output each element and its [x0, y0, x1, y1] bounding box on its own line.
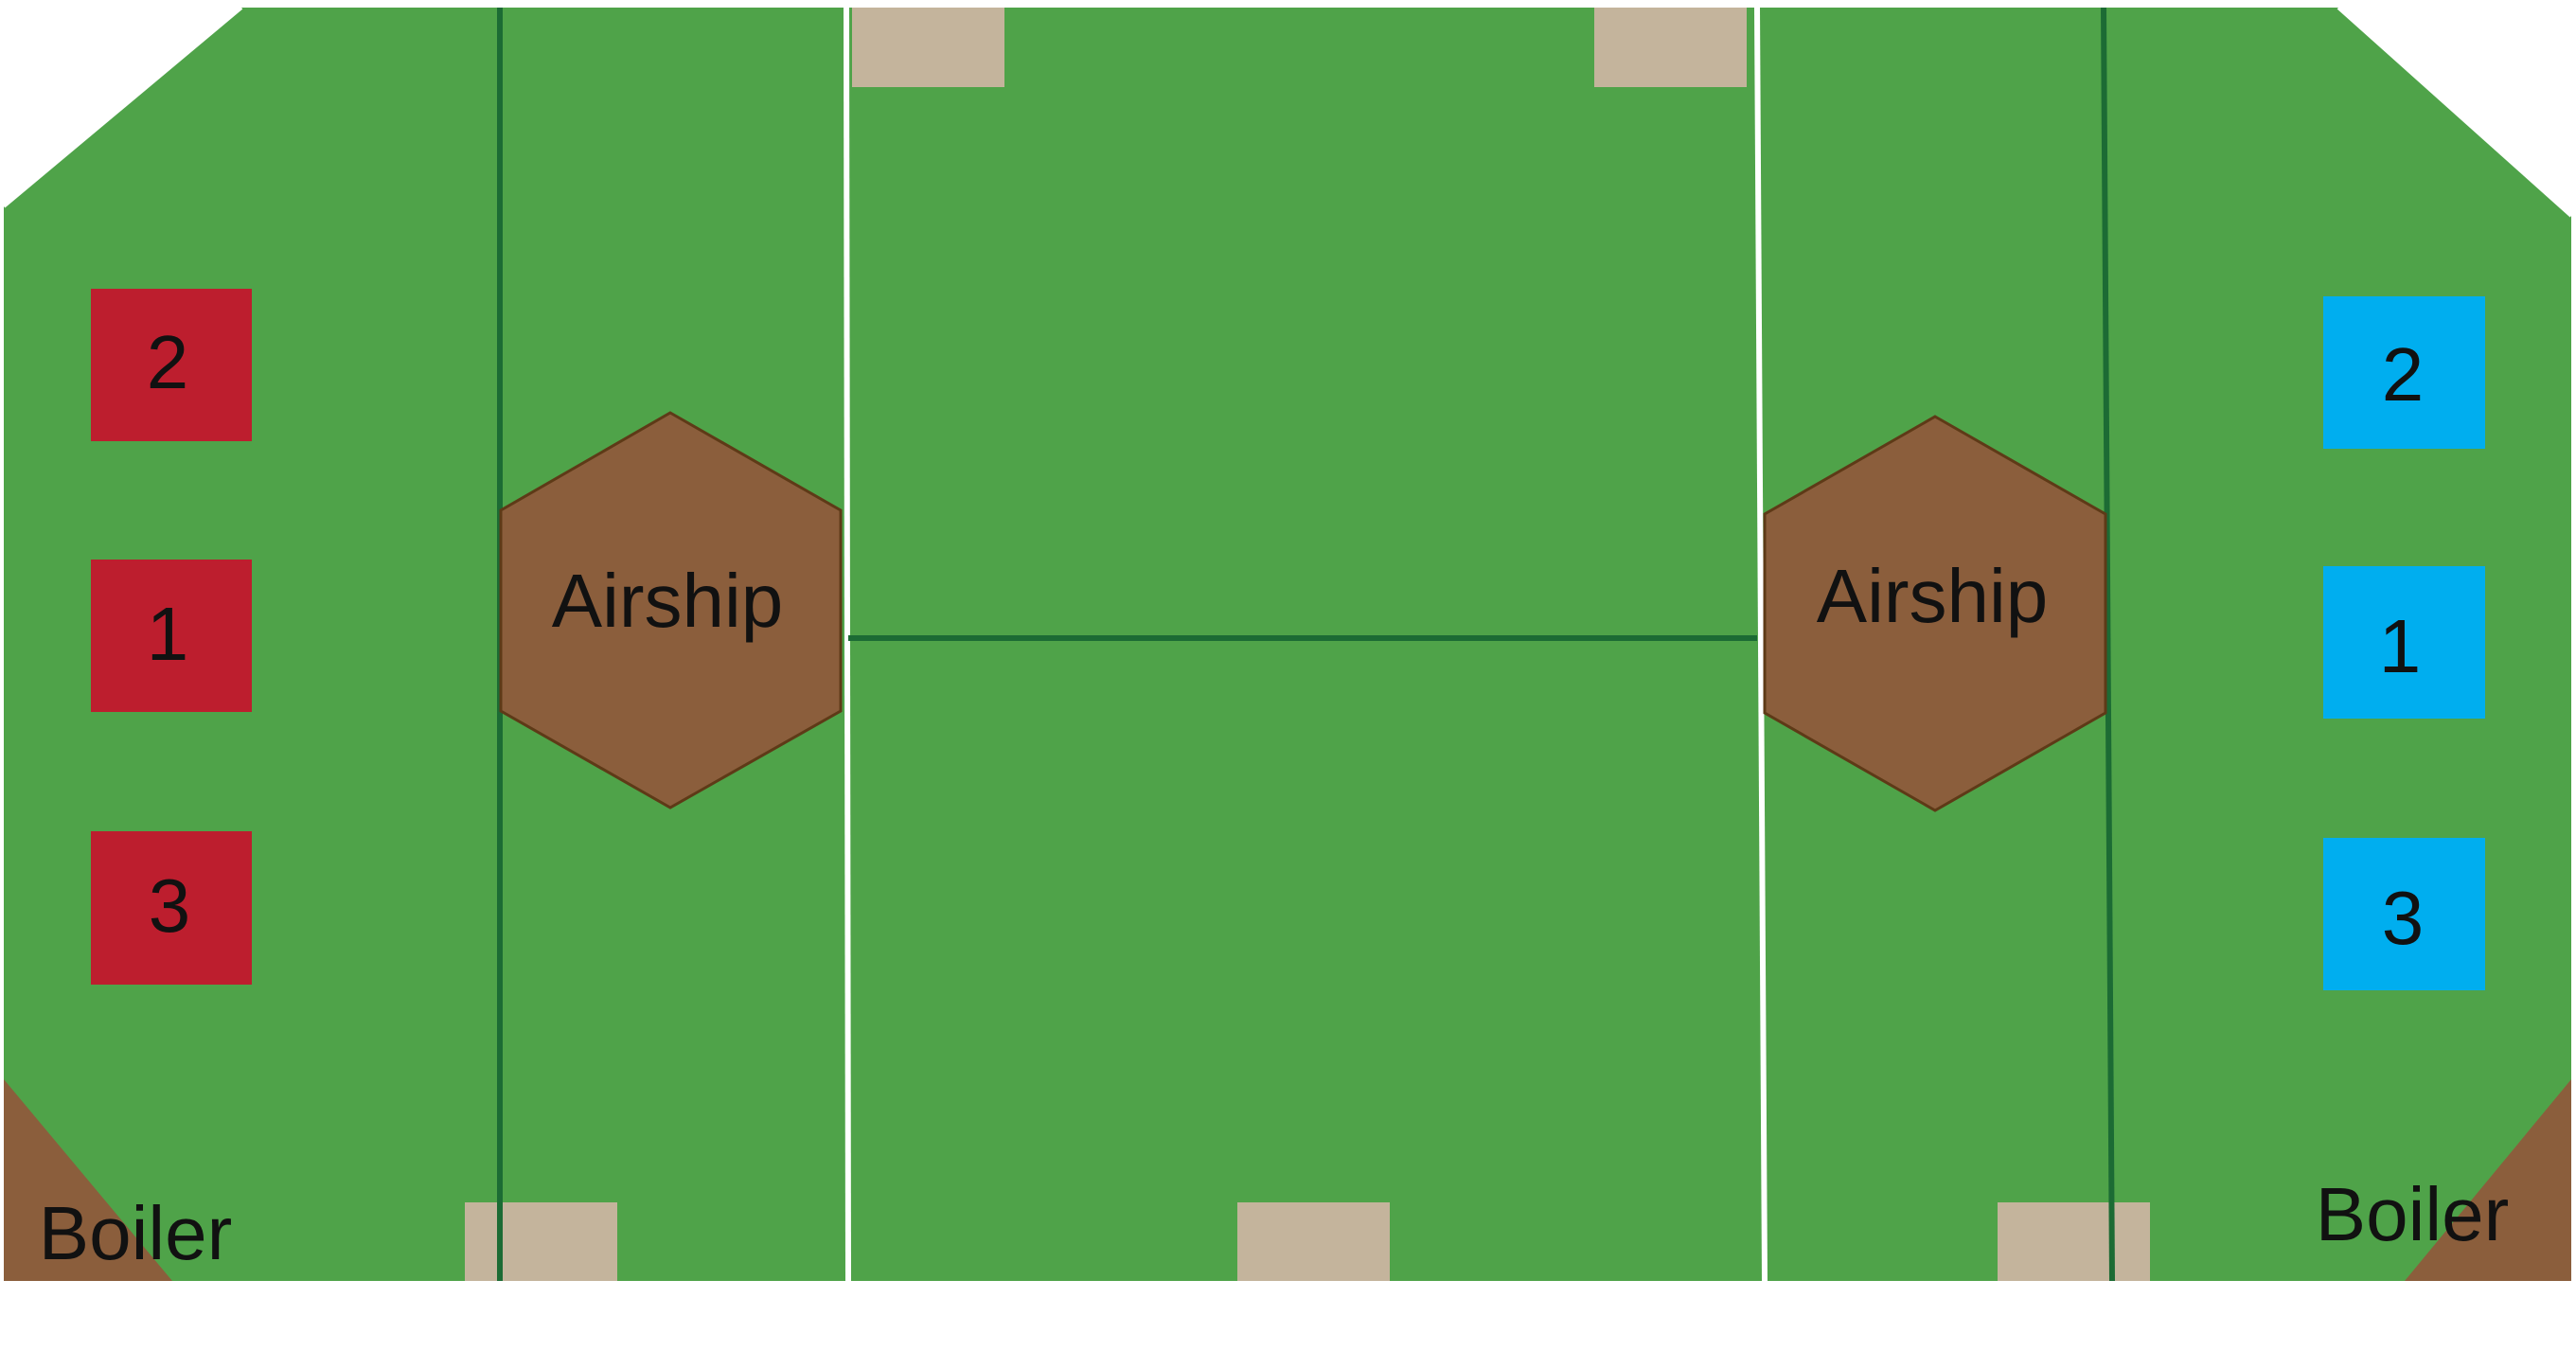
right-auto-line: [2101, 7, 2115, 1282]
blue-station-number: 2: [2382, 332, 2425, 417]
top-left-pad: [852, 8, 1004, 87]
field-surface: [4, 8, 2571, 1281]
right-corner-line: [2336, 6, 2573, 218]
red-station-number: 2: [147, 320, 189, 404]
top-right-pad: [1594, 8, 1747, 87]
blue-station: 3: [2323, 838, 2485, 990]
right-airship: [1763, 415, 2107, 812]
right-airship-label: Airship: [1817, 554, 2049, 638]
left-white-line: [844, 7, 851, 1282]
bottom-left-pad: [465, 1202, 617, 1281]
blue-station: 2: [2323, 296, 2485, 449]
left-boiler: [4, 1079, 172, 1281]
red-station-box: [91, 831, 252, 985]
red-station-number: 1: [147, 592, 189, 676]
blue-station-number: 3: [2382, 876, 2425, 960]
blue-station-number: 1: [2379, 604, 2422, 688]
red-station-group: 2 1 3: [91, 289, 252, 985]
blue-station-group: 2 1 3: [2323, 296, 2485, 990]
blue-station-box: [2323, 296, 2485, 449]
red-station-box: [91, 560, 252, 712]
red-station: 1: [91, 560, 252, 712]
right-boiler: [2405, 1079, 2571, 1281]
left-boiler-label: Boiler: [39, 1191, 233, 1275]
bottom-center-pad: [1237, 1202, 1390, 1281]
blue-station-box: [2323, 566, 2485, 719]
red-station: 3: [91, 831, 252, 985]
bottom-right-pad: [1998, 1202, 2150, 1281]
right-white-line: [1754, 7, 1768, 1282]
blue-station-box: [2323, 838, 2485, 990]
left-airship: [499, 411, 843, 809]
left-corner-line: [2, 6, 243, 208]
red-station-box: [91, 289, 252, 441]
right-boiler-label: Boiler: [2316, 1172, 2510, 1256]
red-station-number: 3: [149, 863, 191, 948]
red-station: 2: [91, 289, 252, 441]
blue-station: 1: [2323, 566, 2485, 719]
left-airship-label: Airship: [552, 559, 784, 643]
